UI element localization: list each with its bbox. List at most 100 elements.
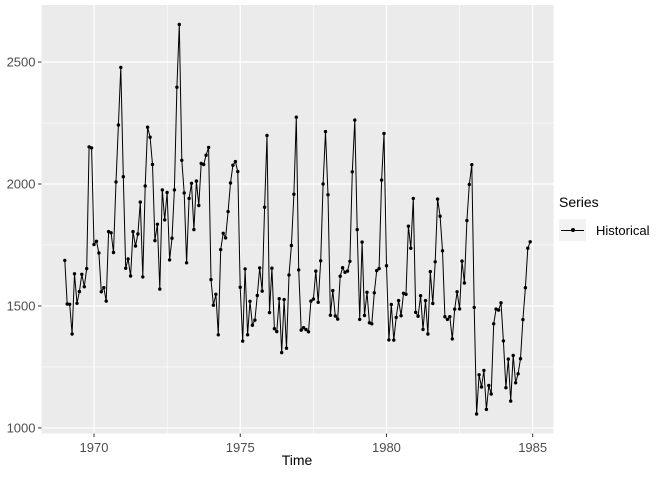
data-point [501, 339, 506, 343]
data-point [80, 272, 84, 276]
data-point [280, 350, 284, 355]
data-point [102, 286, 106, 290]
data-point [172, 188, 177, 192]
data-point [433, 260, 437, 264]
data-point [426, 332, 430, 336]
data-point [202, 162, 206, 167]
data-point [133, 244, 138, 248]
data-point [241, 339, 245, 343]
data-point [482, 368, 486, 373]
x-axis-title: Time [281, 452, 313, 468]
data-point [516, 372, 520, 376]
data-point [333, 314, 337, 318]
data-point [418, 294, 423, 298]
data-point [65, 302, 69, 306]
data-point [260, 289, 264, 293]
data-point [484, 407, 489, 412]
data-point [387, 338, 391, 342]
data-point [145, 125, 150, 129]
data-point [292, 192, 296, 196]
data-point [228, 181, 233, 185]
data-point [258, 266, 262, 270]
data-point [358, 317, 362, 322]
data-point [282, 297, 286, 302]
data-point [223, 236, 228, 240]
data-point [304, 327, 308, 332]
data-point [372, 291, 376, 295]
x-tick-label: 1985 [518, 440, 547, 455]
data-point [301, 326, 306, 330]
data-point [289, 243, 294, 248]
data-point [116, 123, 121, 127]
data-point [219, 247, 223, 252]
y-tick-label: 2500 [7, 55, 36, 70]
data-point [355, 227, 359, 232]
data-point [348, 259, 352, 263]
data-point [192, 227, 196, 232]
data-point [428, 269, 432, 274]
legend-label: Historical [596, 222, 650, 238]
data-point [97, 251, 101, 255]
data-point [206, 145, 211, 150]
data-point [143, 184, 147, 188]
data-point [221, 231, 225, 235]
data-point [462, 281, 467, 285]
data-point [128, 274, 133, 278]
data-point [175, 85, 179, 89]
data-point [226, 209, 230, 214]
data-point [72, 272, 77, 276]
data-point [506, 357, 510, 361]
data-point [499, 301, 503, 305]
data-point [138, 200, 142, 204]
data-point [526, 246, 530, 250]
data-point [406, 224, 411, 228]
data-point [523, 286, 528, 290]
data-point [438, 214, 442, 218]
data-point [177, 22, 181, 27]
legend-entry-historical: Historical [559, 219, 649, 241]
data-point [314, 269, 318, 273]
data-point [211, 303, 216, 307]
data-point [294, 115, 298, 119]
data-point [389, 302, 393, 307]
data-point [450, 337, 454, 341]
y-tick-label: 1000 [7, 420, 36, 435]
data-point [328, 313, 333, 317]
data-point [184, 261, 189, 265]
data-point [94, 239, 99, 243]
data-point [124, 266, 128, 270]
data-point [255, 293, 259, 298]
data-point [379, 178, 384, 182]
data-point [277, 297, 281, 301]
data-point [131, 229, 135, 234]
data-point [265, 133, 269, 138]
data-point [474, 412, 479, 416]
data-point [243, 267, 247, 271]
data-point [384, 264, 389, 268]
data-point [445, 317, 450, 322]
data-point [262, 205, 267, 209]
series-line-historical [64, 24, 531, 415]
data-point [126, 257, 130, 261]
data-point [331, 288, 335, 293]
data-point [345, 269, 350, 273]
data-point [111, 250, 116, 255]
data-point [272, 327, 277, 331]
data-point [472, 305, 476, 310]
data-point [350, 170, 354, 174]
data-point [440, 249, 445, 253]
data-point [431, 301, 435, 306]
data-point [216, 333, 220, 337]
data-point [396, 298, 401, 303]
data-point [323, 129, 328, 134]
data-point [187, 196, 191, 201]
data-point [509, 399, 513, 403]
data-point [194, 179, 199, 183]
data-point [197, 203, 201, 208]
data-point [233, 159, 238, 164]
data-point [421, 327, 425, 332]
data-point [85, 266, 89, 271]
data-point [114, 180, 118, 184]
data-point [448, 315, 452, 319]
